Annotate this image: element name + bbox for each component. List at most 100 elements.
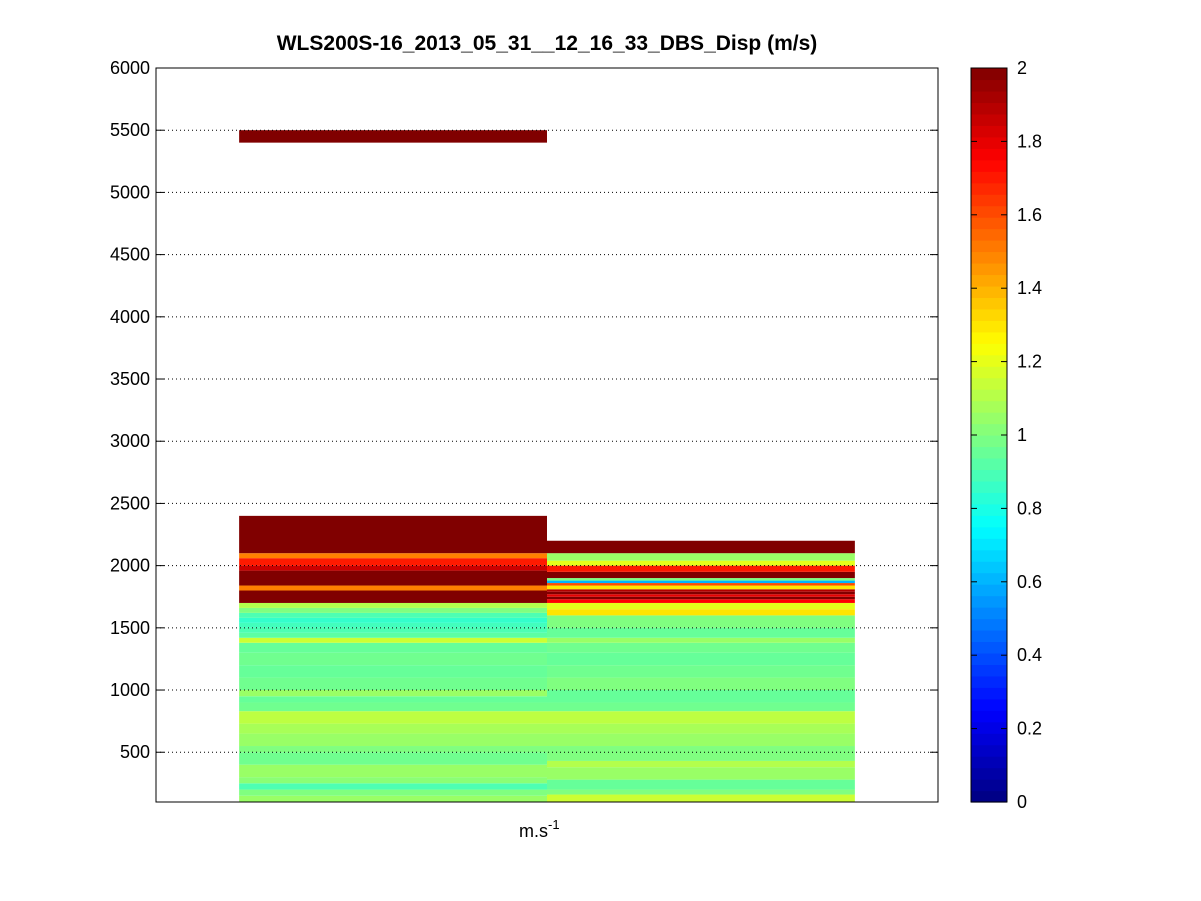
colorbar-swatch	[971, 779, 1007, 792]
colorbar-tick-label: 1.8	[1017, 131, 1042, 151]
colorbar-swatch	[971, 710, 1007, 723]
colorbar-swatch	[971, 297, 1007, 310]
x-axis-label-base: m.s	[519, 821, 548, 841]
heatmap-cell	[239, 642, 547, 653]
colorbar-swatch	[971, 171, 1007, 184]
colorbar-swatch	[971, 274, 1007, 287]
heatmap-cell	[239, 553, 547, 559]
x-axis-label: m.s-1	[519, 817, 560, 841]
colorbar-swatch	[971, 285, 1007, 298]
colorbar-swatch	[971, 366, 1007, 379]
colorbar-swatch	[971, 343, 1007, 356]
colorbar-tick-label: 2	[1017, 58, 1027, 78]
colorbar-tick-label: 0.6	[1017, 572, 1042, 592]
colorbar-swatch	[971, 446, 1007, 459]
colorbar-swatch	[971, 320, 1007, 333]
heatmap-cell	[547, 583, 855, 586]
colorbar-swatch	[971, 90, 1007, 104]
colorbar-swatch	[971, 561, 1007, 574]
colorbar-tick-label: 0.4	[1017, 645, 1042, 665]
colorbar-swatch	[971, 240, 1007, 253]
colorbar-swatch	[971, 687, 1007, 700]
colorbar-swatch	[971, 228, 1007, 241]
colorbar-swatch	[971, 664, 1007, 677]
heatmap-cell	[239, 637, 547, 643]
heatmap-cell	[547, 677, 855, 691]
heatmap-cell	[547, 642, 855, 653]
heatmap-cell	[547, 609, 855, 616]
colorbar-tick-label: 1	[1017, 425, 1027, 445]
heatmap-cell	[547, 767, 855, 780]
heatmap-cell	[547, 665, 855, 678]
colorbar-swatch	[971, 733, 1007, 746]
heatmap-cell	[547, 599, 855, 603]
colorbar-swatch	[971, 767, 1007, 780]
colorbar-swatch	[971, 721, 1007, 734]
colorbar-swatch	[971, 389, 1007, 402]
colorbar-swatch	[971, 652, 1007, 665]
heatmap-cell	[239, 585, 547, 591]
y-tick-label: 500	[120, 742, 150, 762]
heatmap-cell	[239, 746, 547, 753]
heatmap-cell	[239, 590, 547, 603]
colorbar: 0 0.2 0.4 0.6 0.8 1 1.2 1.4 1.6 1.8 2	[970, 58, 1042, 812]
colorbar-swatch	[971, 744, 1007, 757]
colorbar-swatch	[971, 308, 1007, 321]
colorbar-swatch	[971, 756, 1007, 769]
colorbar-swatch	[971, 607, 1007, 620]
heatmap-cell	[547, 615, 855, 628]
heatmap-cell	[547, 553, 855, 561]
colorbar-swatch	[971, 68, 1007, 81]
heatmap-cell	[239, 627, 547, 633]
heatmap-cell	[547, 602, 855, 610]
heatmap-cell	[239, 764, 547, 778]
colorbar-swatch	[971, 251, 1007, 264]
colorbar-swatch	[971, 136, 1007, 149]
colorbar-swatch	[971, 182, 1007, 195]
heatmap-cell	[239, 783, 547, 790]
heatmap-cell	[547, 794, 855, 802]
heatmap-cell	[547, 580, 855, 584]
heatmap-cell	[239, 130, 547, 143]
colorbar-swatch	[971, 435, 1007, 448]
heatmap-cell	[547, 594, 855, 597]
colorbar-swatch	[971, 526, 1007, 539]
colorbar-tick-label: 0.2	[1017, 719, 1042, 739]
heatmap-cell	[547, 591, 855, 595]
y-tick-label: 1000	[110, 680, 150, 700]
y-tick-label: 5500	[110, 120, 150, 140]
y-tick-label: 3500	[110, 369, 150, 389]
colorbar-swatch	[971, 377, 1007, 390]
y-axis-ticks: 500 1000 1500 2000 2500 3000 3500 4000 4500 5000 5…	[110, 58, 938, 762]
heatmap-cell	[239, 617, 547, 623]
colorbar-swatch	[971, 515, 1007, 528]
colorbar-swatch	[971, 205, 1007, 218]
heatmap-cell	[547, 637, 855, 643]
heatmap-cell	[547, 723, 855, 734]
colorbar-swatch	[971, 412, 1007, 425]
colorbar-swatch	[971, 113, 1007, 126]
heatmap-cell	[239, 777, 547, 784]
heatmap-cell	[239, 677, 547, 691]
colorbar-swatch	[971, 503, 1007, 516]
colorbar-swatch	[971, 457, 1007, 471]
colorbar-swatch	[971, 480, 1007, 493]
heatmap-cell	[547, 596, 855, 600]
colorbar-swatch	[971, 618, 1007, 631]
colorbar-swatch	[971, 354, 1007, 367]
colorbar-swatch	[971, 262, 1007, 276]
colorbar-swatch	[971, 423, 1007, 436]
heatmap-cell	[239, 632, 547, 638]
colorbar-swatch	[971, 595, 1007, 608]
heatmap-cells	[239, 130, 855, 802]
y-tick-label: 1500	[110, 618, 150, 638]
colorbar-swatch	[971, 79, 1007, 92]
heatmap-cell	[547, 560, 855, 566]
heatmap-cell	[239, 515, 547, 554]
plot-area: 500 1000 1500 2000 2500 3000 3500 4000 4500 5000 5…	[110, 58, 939, 803]
colorbar-swatch	[971, 331, 1007, 344]
heatmap-cell	[547, 711, 855, 724]
heatmap-cell	[239, 607, 547, 613]
colorbar-swatch	[971, 549, 1007, 562]
heatmap-cell	[239, 570, 547, 586]
